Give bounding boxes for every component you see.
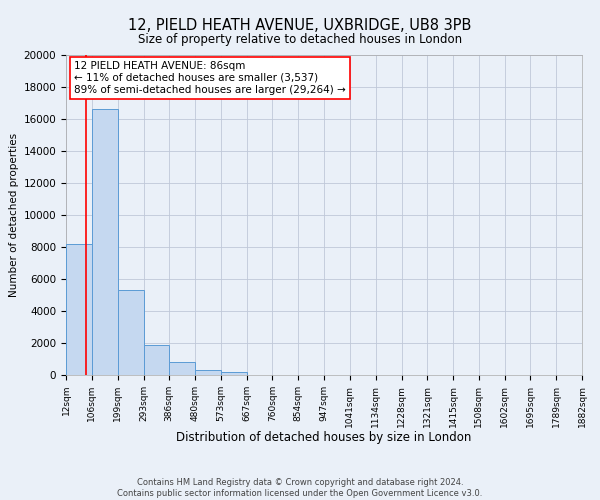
X-axis label: Distribution of detached houses by size in London: Distribution of detached houses by size … — [176, 431, 472, 444]
Y-axis label: Number of detached properties: Number of detached properties — [10, 133, 19, 297]
Bar — [118, 290, 143, 375]
Bar — [195, 370, 221, 375]
Bar — [221, 372, 247, 375]
Bar — [66, 244, 92, 375]
Text: Contains HM Land Registry data © Crown copyright and database right 2024.
Contai: Contains HM Land Registry data © Crown c… — [118, 478, 482, 498]
Bar — [169, 362, 195, 375]
Text: 12, PIELD HEATH AVENUE, UXBRIDGE, UB8 3PB: 12, PIELD HEATH AVENUE, UXBRIDGE, UB8 3P… — [128, 18, 472, 32]
Text: Size of property relative to detached houses in London: Size of property relative to detached ho… — [138, 32, 462, 46]
Bar — [143, 346, 169, 375]
Bar — [92, 110, 118, 375]
Text: 12 PIELD HEATH AVENUE: 86sqm
← 11% of detached houses are smaller (3,537)
89% of: 12 PIELD HEATH AVENUE: 86sqm ← 11% of de… — [74, 62, 346, 94]
